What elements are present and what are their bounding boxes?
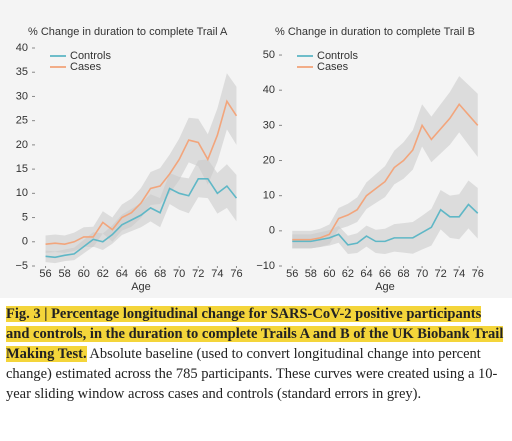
legend-label: Controls	[70, 50, 111, 62]
chart-title: % Change in duration to complete Trail A	[28, 26, 228, 38]
x-tick-label: 68	[154, 268, 166, 280]
x-tick-label: 64	[116, 268, 128, 280]
y-tick-label: 10	[16, 187, 28, 199]
figure: % Change in duration to complete Trail A…	[0, 0, 512, 298]
y-tick-label: 35	[16, 66, 28, 78]
x-tick-label: 64	[360, 268, 372, 280]
series-line	[45, 178, 238, 259]
x-tick-label: 74	[211, 268, 223, 280]
y-tick-label: 15	[16, 163, 28, 175]
x-tick-label: 70	[416, 268, 428, 280]
x-tick-label: 60	[78, 268, 90, 280]
x-tick-label: 56	[39, 268, 51, 280]
series-line	[292, 203, 479, 246]
y-tick-label: 0	[269, 225, 275, 237]
x-tick-label: 68	[397, 268, 409, 280]
x-tick-label: 58	[305, 268, 317, 280]
caption: Fig. 3 | Percentage longitudinal change …	[6, 304, 506, 404]
y-tick-label: 40	[263, 84, 275, 96]
legend-label: Cases	[317, 61, 349, 73]
y-tick-label: 10	[263, 190, 275, 202]
series-line	[292, 102, 479, 241]
legend-label: Cases	[70, 61, 102, 73]
y-tick-label: −10	[256, 260, 275, 272]
caption-text: Absolute baseline (used to convert longi…	[6, 346, 498, 402]
y-tick-label: 20	[263, 154, 275, 166]
x-tick-label: 70	[173, 268, 185, 280]
error-band	[45, 73, 237, 253]
x-tick-label: 66	[379, 268, 391, 280]
y-tick-label: 30	[16, 90, 28, 102]
x-tick-label: 60	[323, 268, 335, 280]
y-tick-label: −5	[15, 260, 28, 272]
x-tick-label: 56	[286, 268, 298, 280]
x-tick-label: 72	[435, 268, 447, 280]
x-tick-label: 58	[59, 268, 71, 280]
y-tick-label: 0	[22, 236, 28, 248]
x-tick-label: 62	[97, 268, 109, 280]
x-tick-label: 72	[192, 268, 204, 280]
y-tick-label: 20	[16, 139, 28, 151]
y-tick-label: 40	[16, 42, 28, 54]
x-tick-label: 66	[135, 268, 147, 280]
error-band	[292, 180, 478, 255]
x-axis-label: Age	[131, 281, 151, 293]
legend-label: Controls	[317, 50, 358, 62]
x-tick-label: 76	[230, 268, 242, 280]
error-band	[292, 76, 478, 249]
x-tick-label: 76	[472, 268, 484, 280]
x-axis-label: Age	[375, 281, 395, 293]
y-tick-label: 5	[22, 211, 28, 223]
x-tick-label: 74	[453, 268, 465, 280]
chart-title: % Change in duration to complete Trail B	[275, 26, 475, 38]
y-tick-label: 30	[263, 119, 275, 131]
x-tick-label: 62	[342, 268, 354, 280]
y-tick-label: 25	[16, 115, 28, 127]
y-tick-label: 50	[263, 49, 275, 61]
series-line	[45, 99, 238, 246]
